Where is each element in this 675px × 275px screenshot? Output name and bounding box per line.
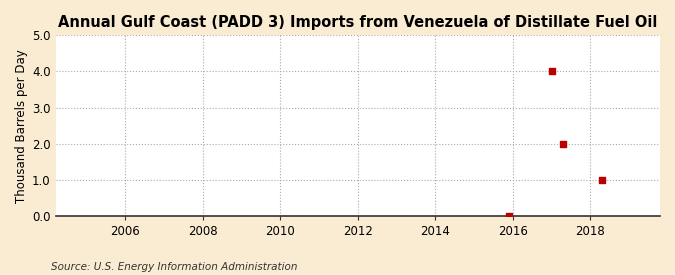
Point [558,142,568,146]
Text: Source: U.S. Energy Information Administration: Source: U.S. Energy Information Administ… [51,262,297,272]
Title: Annual Gulf Coast (PADD 3) Imports from Venezuela of Distillate Fuel Oil: Annual Gulf Coast (PADD 3) Imports from … [58,15,657,30]
Y-axis label: Thousand Barrels per Day: Thousand Barrels per Day [15,49,28,202]
Point [546,69,557,74]
Point [504,214,514,218]
Point [597,178,608,182]
